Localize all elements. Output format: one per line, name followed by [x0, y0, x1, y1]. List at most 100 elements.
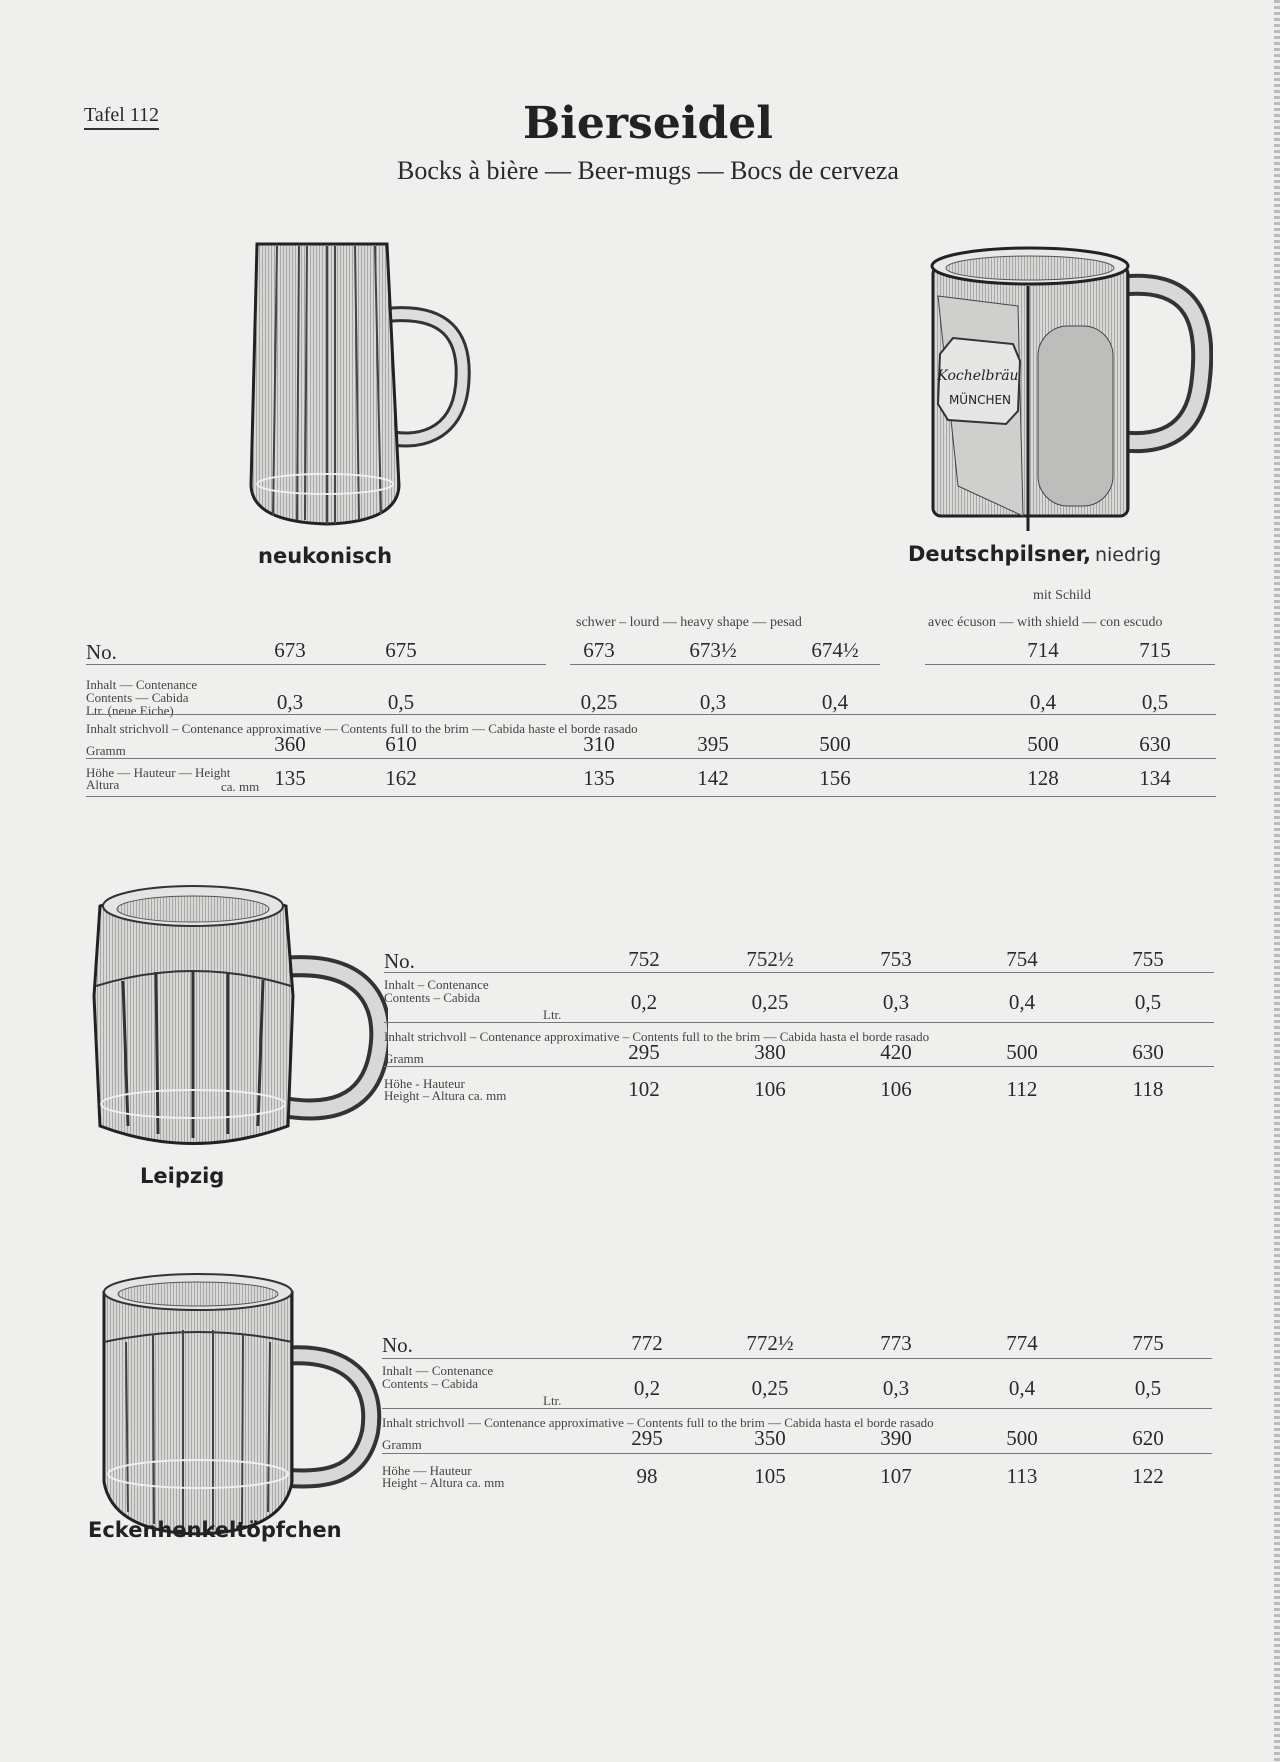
cell-item-number: 772½ — [746, 1331, 794, 1355]
cell-item-number: 673 — [274, 638, 306, 662]
cell-item-number: 755 — [1132, 947, 1164, 971]
cell-weight-grams: 500 — [1027, 732, 1059, 756]
note-with-shield: avec écuson — with shield — con escudo — [928, 615, 1163, 630]
cell-weight-grams: 500 — [819, 732, 851, 756]
cell-weight-grams: 350 — [754, 1426, 786, 1450]
cell-item-number: 753 — [880, 947, 912, 971]
table-rule — [384, 972, 1214, 973]
row-label-contents: Ltr. — [543, 1007, 562, 1022]
cell-height-mm: 102 — [628, 1077, 660, 1101]
cell-weight-grams: 500 — [1006, 1426, 1038, 1450]
cell-weight-grams: 380 — [754, 1040, 786, 1064]
cell-item-number: 773 — [880, 1331, 912, 1355]
row-label-contents: Contents – Cabida — [382, 1376, 479, 1391]
row-label-contents: Contents — Cabida — [86, 690, 189, 705]
table-rule — [384, 1022, 1214, 1023]
cell-height-mm: 122 — [1132, 1464, 1164, 1488]
cell-contents-litres: 0,5 — [1134, 990, 1162, 1014]
cell-height-mm: 107 — [880, 1464, 912, 1488]
cell-weight-grams: 420 — [880, 1040, 912, 1064]
row-label-contents-note: Inhalt strichvoll — Contenance approxima… — [382, 1415, 934, 1430]
cell-weight-grams: 610 — [385, 732, 417, 756]
cell-contents-litres: 0,4 — [1029, 690, 1057, 714]
page-subtitle: Bocks à bière — Beer-mugs — Bocs de cerv… — [397, 156, 899, 185]
cell-height-mm: 134 — [1139, 766, 1171, 790]
cell-height-mm: 98 — [636, 1464, 658, 1488]
cell-contents-litres: 0,3 — [882, 990, 910, 1014]
cell-item-number: 775 — [1132, 1331, 1164, 1355]
cell-contents-litres: 0,5 — [387, 690, 415, 714]
cell-contents-litres: 0,3 — [699, 690, 727, 714]
row-label-contents-note: Inhalt strichvoll – Contenance approxima… — [384, 1029, 930, 1044]
cell-contents-litres: 0,25 — [580, 690, 618, 714]
cell-item-number: 772 — [631, 1331, 663, 1355]
cell-item-number: 752½ — [746, 947, 794, 971]
row-label-number: No. — [382, 1333, 413, 1357]
cell-weight-grams: 630 — [1132, 1040, 1164, 1064]
row-label-contents: Contents – Cabida — [384, 990, 481, 1005]
deutschpilsner-variant: niedrig — [1094, 544, 1162, 566]
row-label-height: Höhe - Hauteur — [384, 1076, 465, 1091]
eckenhenkel-label: Eckenhenkeltöpfchen — [88, 1518, 342, 1542]
cell-contents-litres: 0,4 — [1008, 1376, 1036, 1400]
cell-item-number: 673 — [583, 638, 615, 662]
cell-contents-litres: 0,4 — [821, 690, 849, 714]
cell-item-number: 674½ — [811, 638, 859, 662]
table-rule — [382, 1408, 1212, 1409]
leipzig-mug-illustration — [92, 885, 388, 1145]
cell-height-mm: 113 — [1006, 1464, 1038, 1488]
table-rule — [570, 664, 880, 665]
page-title: Bierseidel — [522, 98, 774, 149]
cell-contents-litres: 0,2 — [630, 990, 658, 1014]
cell-contents-litres: 0,3 — [882, 1376, 910, 1400]
row-label-height: Höhe — Hauteur — Height — [86, 765, 231, 780]
table-rule — [384, 1066, 1214, 1067]
eckenhenkel-mug-illustration — [102, 1273, 382, 1536]
row-label-height: Altura — [86, 777, 120, 792]
cell-height-mm: 105 — [754, 1464, 786, 1488]
row-label-height: Height – Altura ca. mm — [382, 1475, 505, 1490]
row-label-contents-note: Inhalt strichvoll – Contenance approxima… — [86, 721, 638, 736]
neukonisch-mug-illustration — [249, 242, 471, 526]
note-with-shield-de: mit Schild — [1033, 588, 1091, 603]
row-label-weight: Gramm — [86, 743, 126, 758]
cell-weight-grams: 295 — [631, 1426, 663, 1450]
cell-weight-grams: 500 — [1006, 1040, 1038, 1064]
cell-contents-litres: 0,2 — [633, 1376, 661, 1400]
cell-height-mm: 135 — [583, 766, 615, 790]
row-label-height: Height – Altura ca. mm — [384, 1088, 507, 1103]
cell-height-mm: 106 — [880, 1077, 912, 1101]
cell-contents-litres: 0,25 — [751, 990, 789, 1014]
table-rule — [86, 796, 1216, 797]
cell-height-mm: 142 — [697, 766, 729, 790]
cell-item-number: 774 — [1006, 1331, 1038, 1355]
row-label-contents: Inhalt – Contenance — [384, 977, 489, 992]
cell-height-mm: 162 — [385, 766, 417, 790]
cell-contents-litres: 0,5 — [1134, 1376, 1162, 1400]
table-rule — [86, 758, 1216, 759]
row-label-contents: Ltr. — [543, 1393, 562, 1408]
table-rule — [382, 1453, 1212, 1454]
cell-height-mm: 156 — [819, 766, 851, 790]
cell-item-number: 752 — [628, 947, 660, 971]
cell-weight-grams: 395 — [697, 732, 729, 756]
cell-weight-grams: 360 — [274, 732, 306, 756]
cell-item-number: 754 — [1006, 947, 1038, 971]
row-label-contents: Inhalt — Contenance — [382, 1363, 494, 1378]
shield-brand-text: Kochelbräu — [936, 368, 1018, 384]
leipzig-label: Leipzig — [140, 1164, 225, 1188]
row-label-weight: Gramm — [382, 1437, 422, 1452]
note-heavy-shape: schwer – lourd — heavy shape — pesad — [576, 615, 802, 630]
table-rule — [86, 664, 546, 665]
row-label-contents: Inhalt — Contenance — [86, 677, 198, 692]
neukonisch-label: neukonisch — [258, 544, 393, 568]
row-label-number: No. — [384, 949, 415, 973]
cell-contents-litres: 0,3 — [276, 690, 304, 714]
table-rule — [382, 1358, 1212, 1359]
cell-height-mm: 135 — [274, 766, 306, 790]
cell-height-mm: 112 — [1006, 1077, 1038, 1101]
deutschpilsner-name: Deutschpilsner, — [908, 542, 1091, 566]
table-rule — [86, 714, 1216, 715]
cell-item-number: 673½ — [689, 638, 737, 662]
deutschpilsner-mug-illustration: Kochelbräu MÜNCHEN — [930, 246, 1213, 531]
